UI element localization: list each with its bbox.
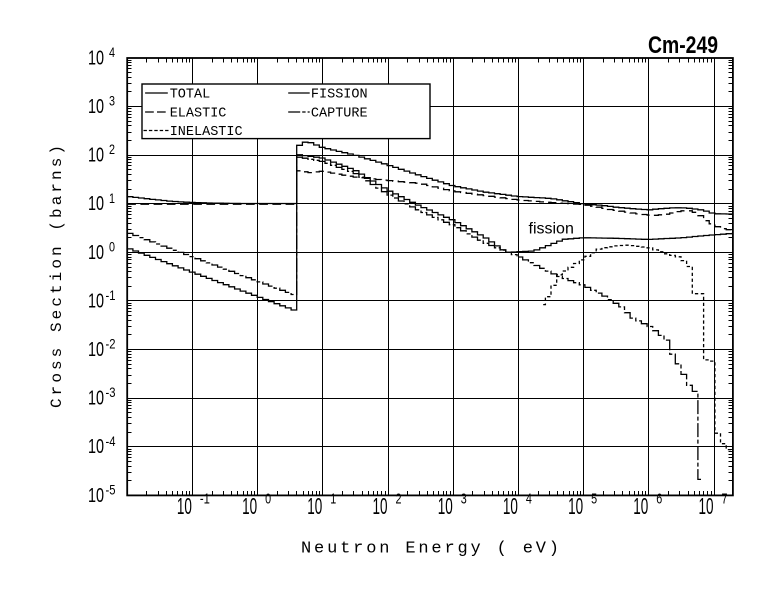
svg-text:-1: -1 — [200, 492, 210, 508]
svg-text:10: 10 — [88, 339, 104, 361]
svg-text:7: 7 — [722, 492, 728, 508]
svg-text:-1: -1 — [106, 287, 116, 303]
svg-text:-4: -4 — [106, 433, 116, 449]
svg-text:1: 1 — [330, 492, 336, 508]
svg-text:10: 10 — [88, 193, 104, 215]
svg-text:10: 10 — [438, 493, 453, 519]
svg-text:10: 10 — [177, 493, 192, 519]
svg-text:INELASTIC: INELASTIC — [170, 125, 243, 140]
svg-text:10: 10 — [633, 493, 648, 519]
svg-text:FISSION: FISSION — [311, 88, 368, 103]
svg-text:4: 4 — [526, 492, 532, 508]
svg-text:fission: fission — [529, 221, 574, 238]
svg-text:10: 10 — [242, 493, 257, 519]
svg-text:4: 4 — [109, 44, 115, 60]
svg-text:10: 10 — [568, 493, 583, 519]
svg-text:3: 3 — [109, 93, 115, 109]
svg-text:TOTAL: TOTAL — [170, 88, 211, 103]
svg-text:10: 10 — [699, 493, 714, 519]
svg-text:1: 1 — [109, 190, 115, 206]
svg-text:10: 10 — [88, 96, 104, 118]
svg-text:2: 2 — [109, 141, 115, 157]
svg-text:6: 6 — [656, 492, 662, 508]
svg-text:10: 10 — [88, 290, 104, 312]
svg-text:10: 10 — [88, 242, 104, 264]
svg-text:-3: -3 — [106, 384, 116, 400]
svg-text:10: 10 — [88, 485, 104, 507]
svg-text:CAPTURE: CAPTURE — [311, 107, 368, 122]
svg-text:3: 3 — [461, 492, 467, 508]
svg-text:-2: -2 — [106, 336, 116, 352]
svg-text:10: 10 — [88, 388, 104, 410]
svg-text:-5: -5 — [106, 481, 116, 497]
svg-text:10: 10 — [307, 493, 322, 519]
svg-text:Cm-249: Cm-249 — [648, 32, 718, 59]
svg-text:5: 5 — [591, 492, 597, 508]
svg-text:10: 10 — [88, 145, 104, 167]
svg-text:0: 0 — [265, 492, 271, 508]
svg-text:Cross Section (barns): Cross Section (barns) — [48, 145, 66, 408]
svg-text:0: 0 — [109, 238, 115, 254]
svg-text:10: 10 — [503, 493, 518, 519]
svg-text:10: 10 — [88, 47, 104, 69]
svg-text:2: 2 — [396, 492, 402, 508]
svg-text:10: 10 — [88, 436, 104, 458]
svg-text:ELASTIC: ELASTIC — [170, 107, 227, 122]
svg-text:10: 10 — [373, 493, 388, 519]
